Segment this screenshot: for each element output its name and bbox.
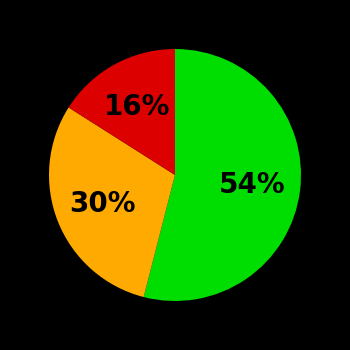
Wedge shape <box>69 49 175 175</box>
Text: 30%: 30% <box>69 190 135 218</box>
Text: 54%: 54% <box>219 171 286 199</box>
Wedge shape <box>49 107 175 297</box>
Text: 16%: 16% <box>104 92 170 120</box>
Wedge shape <box>144 49 301 301</box>
